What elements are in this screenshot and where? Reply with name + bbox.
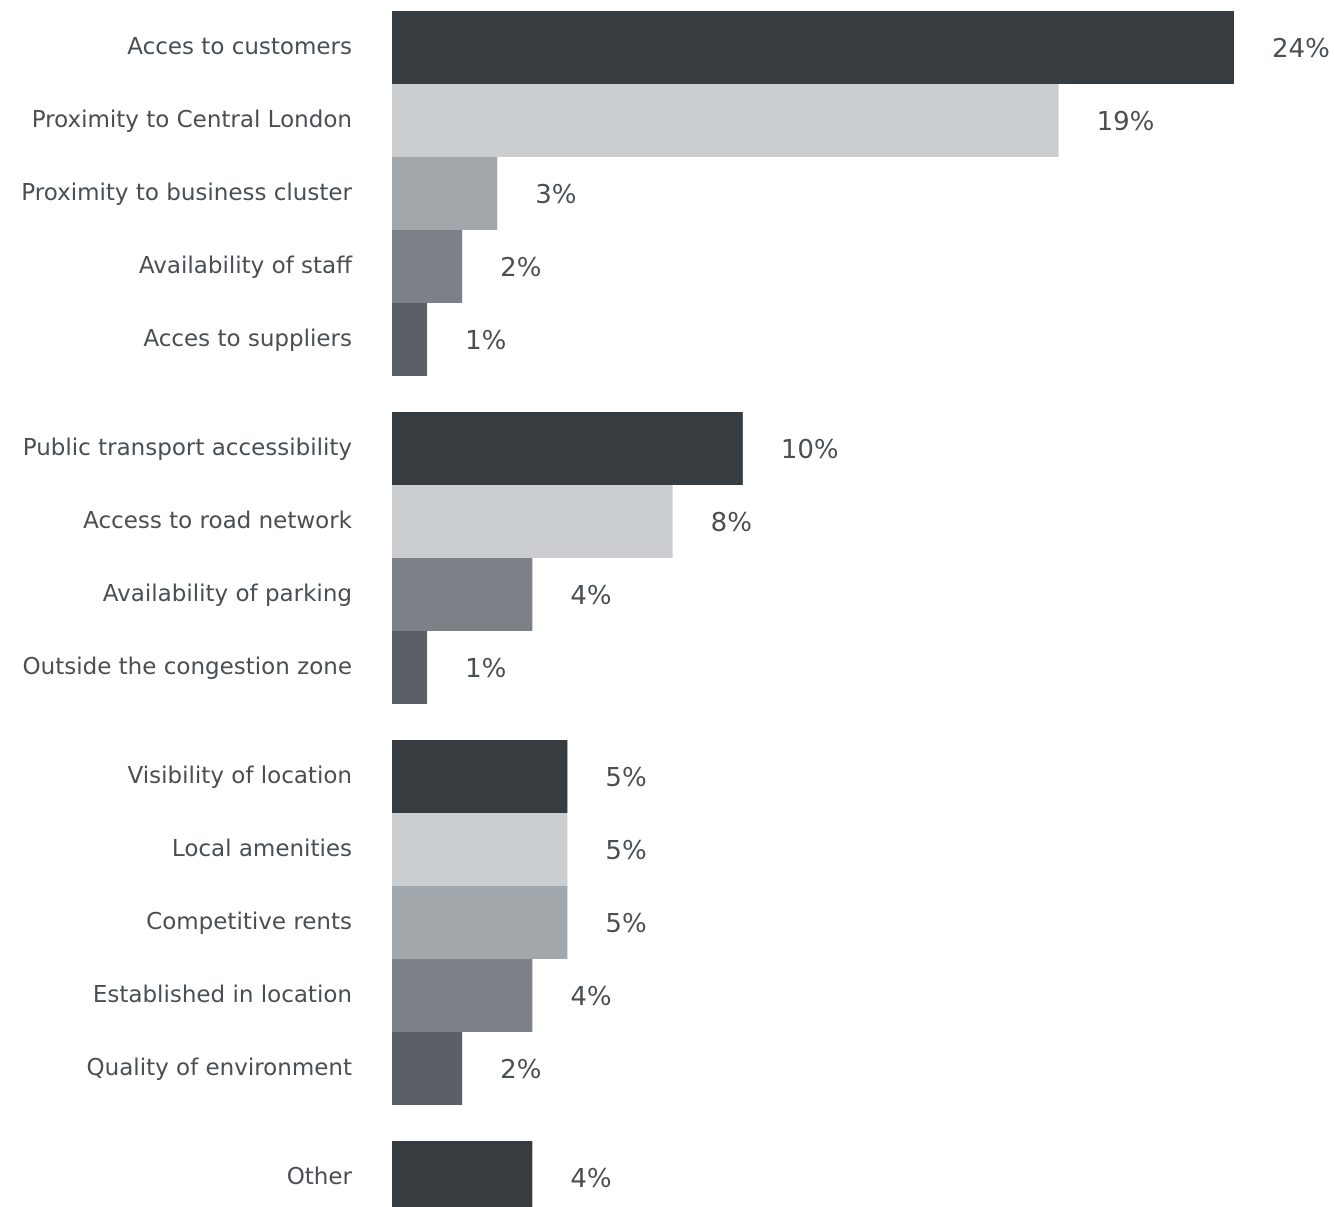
- bar: [392, 813, 568, 886]
- bar: [392, 303, 428, 376]
- value-label: 4%: [570, 581, 611, 611]
- bar: [392, 412, 743, 485]
- value-label: 5%: [605, 763, 646, 793]
- bar: [392, 485, 673, 558]
- category-label: Outside the congestion zone: [23, 654, 352, 680]
- category-label: Visibility of location: [128, 763, 352, 789]
- bar: [392, 157, 498, 230]
- bar: [392, 631, 428, 704]
- category-label: Quality of environment: [87, 1055, 352, 1081]
- bar: [392, 11, 1234, 84]
- bar: [392, 1141, 533, 1207]
- category-label: Other: [287, 1164, 353, 1190]
- value-label: 19%: [1097, 107, 1155, 137]
- bar: [392, 959, 533, 1032]
- value-labels-layer: 24% 19% 3% 2% 1% 10% 8% 4% 1% 5% 5% 5% 4% 2% 4%: [465, 34, 1330, 1194]
- bar: [392, 84, 1059, 157]
- category-label: Competitive rents: [146, 909, 352, 935]
- category-label: Public transport accessibility: [23, 435, 352, 461]
- bar: [392, 558, 533, 631]
- category-label: Established in location: [93, 982, 352, 1008]
- category-label: Access to road network: [83, 508, 353, 534]
- bar: [392, 230, 463, 303]
- bar: [392, 1032, 463, 1105]
- value-label: 5%: [605, 836, 646, 866]
- bar: [392, 740, 568, 813]
- value-label: 4%: [570, 1164, 611, 1194]
- category-label: Acces to customers: [127, 34, 352, 60]
- category-label: Proximity to business cluster: [21, 180, 352, 206]
- category-label: Availability of staff: [139, 253, 353, 279]
- value-label: 2%: [500, 1055, 541, 1085]
- bar: [392, 886, 568, 959]
- value-label: 24%: [1272, 34, 1330, 64]
- value-label: 3%: [535, 180, 576, 210]
- category-label: Local amenities: [172, 836, 352, 862]
- category-label: Proximity to Central London: [32, 107, 352, 133]
- value-label: 1%: [465, 654, 506, 684]
- value-label: 4%: [570, 982, 611, 1012]
- category-label: Acces to suppliers: [143, 326, 352, 352]
- category-labels-layer: Acces to customers Proximity to Central L…: [21, 34, 353, 1190]
- value-label: 8%: [711, 508, 752, 538]
- value-label: 1%: [465, 326, 506, 356]
- bars-layer: [392, 11, 1234, 1207]
- value-label: 5%: [605, 909, 646, 939]
- category-label: Availability of parking: [103, 581, 352, 607]
- value-label: 10%: [781, 435, 839, 465]
- value-label: 2%: [500, 253, 541, 283]
